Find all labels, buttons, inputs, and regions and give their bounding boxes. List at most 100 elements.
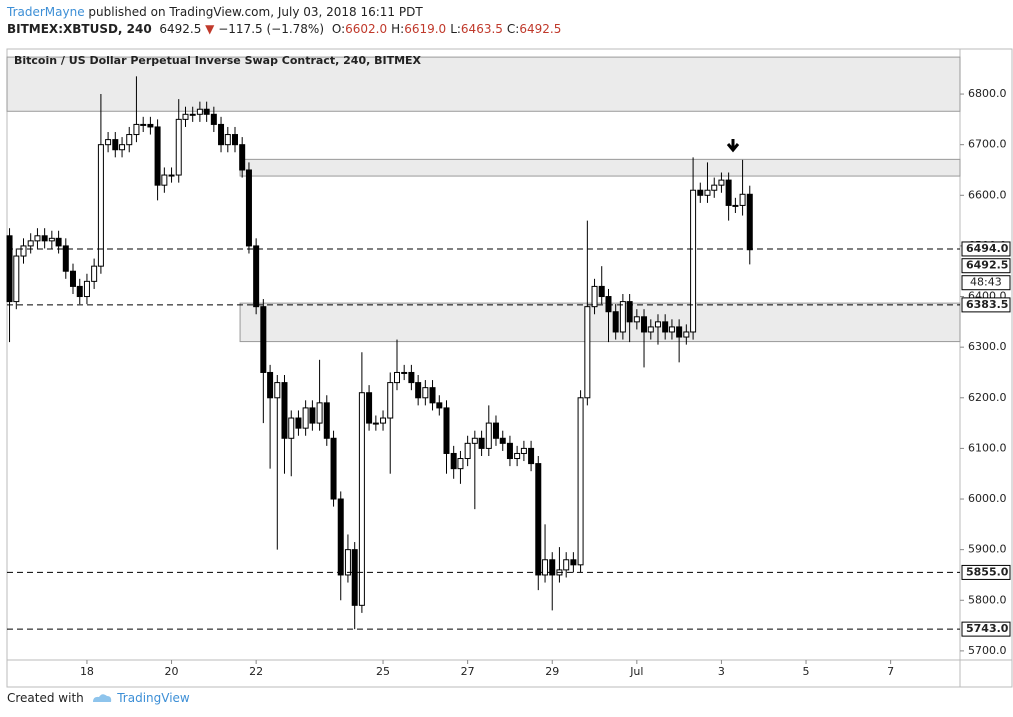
- candle-body: [175, 118, 182, 176]
- candle-body: [231, 134, 238, 146]
- candle-body: [337, 498, 344, 576]
- author[interactable]: TraderMayne: [7, 5, 85, 19]
- candle-body: [91, 265, 98, 282]
- candle-body: [20, 245, 27, 257]
- candle-body: [69, 270, 76, 287]
- candle-body: [612, 311, 619, 333]
- chart: 5700.0 5800.0 5900.0 6000.0 6100.0 6200.0 6300…: [6, 48, 1013, 688]
- change: −117.5 (−1.78%): [218, 22, 324, 36]
- candle-body: [697, 189, 704, 196]
- candle-body: [633, 316, 640, 323]
- candle-body: [429, 387, 436, 404]
- candle-body: [330, 437, 337, 500]
- brand[interactable]: TradingView: [117, 691, 190, 705]
- ohlc: O:6602.0 H:6619.0 L:6463.5 C:6492.5: [328, 22, 562, 36]
- level-label-box: [961, 297, 1011, 313]
- y-tick-label: 6600.0: [968, 188, 1007, 201]
- candle-body: [218, 123, 225, 146]
- x-tick-label: 7: [887, 665, 894, 678]
- candle-body: [499, 437, 506, 444]
- candle-body: [711, 184, 718, 191]
- candle-body: [485, 422, 492, 449]
- x-tick-label: 29: [545, 665, 559, 678]
- candle-body: [457, 458, 464, 470]
- x-tick-label: Jul: [629, 665, 643, 678]
- x-tick-label: 3: [718, 665, 725, 678]
- published: published on TradingView.com, July 03, 2…: [88, 5, 423, 19]
- change-arrow: ▼: [205, 22, 215, 36]
- candle-body: [422, 387, 429, 399]
- level-label-box: [961, 621, 1011, 637]
- ohlc-label: C:: [506, 22, 520, 36]
- candle-body: [281, 382, 288, 439]
- candle-body: [577, 397, 584, 566]
- candle-body: [626, 301, 633, 323]
- candle-body: [605, 296, 612, 313]
- ohlc-label: H:: [391, 22, 405, 36]
- candle-body: [316, 402, 323, 424]
- candle-body: [126, 134, 133, 146]
- candle-body: [690, 189, 697, 333]
- candle-body: [366, 392, 373, 424]
- candle-body: [619, 301, 626, 333]
- candle-body: [387, 382, 394, 419]
- candle-body: [253, 245, 260, 308]
- candle-body: [295, 417, 302, 429]
- logo: [93, 694, 112, 702]
- candle-body: [647, 326, 654, 333]
- candle-body: [112, 139, 119, 151]
- level-label: 5743.0: [966, 622, 1009, 635]
- candle-body: [408, 371, 415, 384]
- candle-body: [76, 285, 83, 298]
- y-tick-label: 5800.0: [968, 593, 1007, 606]
- candle-body: [464, 442, 471, 460]
- candle-body: [739, 193, 746, 206]
- candle-body: [641, 316, 648, 333]
- candle-body: [27, 240, 34, 247]
- candle-body: [443, 407, 450, 454]
- y-tick-label: 6800.0: [968, 87, 1007, 100]
- candle-body: [358, 392, 365, 606]
- chart-title: Bitcoin / US Dollar Perpetual Inverse Sw…: [14, 54, 422, 67]
- candle-body: [182, 113, 189, 120]
- candle-body: [654, 321, 661, 328]
- candle-body: [6, 235, 13, 303]
- chart-frame: [6, 48, 1013, 688]
- last: 6492.5: [159, 22, 202, 36]
- level-label: 6494.0: [966, 242, 1009, 255]
- candle-body: [492, 422, 499, 439]
- symbol: BITMEX:XBTUSD, 240: [7, 22, 152, 36]
- countdown-box: [961, 275, 1011, 291]
- candle-body: [189, 113, 196, 116]
- candle-body: [436, 402, 443, 409]
- candle-body: [598, 285, 605, 298]
- level-label-box: [961, 564, 1011, 580]
- y-tick-label: 6300.0: [968, 340, 1007, 353]
- candle-body: [245, 169, 252, 247]
- y-tick-label: 5700.0: [968, 644, 1007, 657]
- candle-body: [119, 144, 126, 151]
- candle-body: [13, 255, 20, 303]
- last-price-label: 6492.5: [966, 259, 1008, 272]
- y-tick-label: 5900.0: [968, 543, 1007, 556]
- candle-body: [140, 123, 147, 126]
- candle-body: [48, 237, 55, 242]
- candle-body: [203, 108, 210, 115]
- level-label-box: [961, 241, 1011, 257]
- candle-body: [718, 179, 725, 186]
- candle-body: [323, 402, 330, 439]
- candle-body: [542, 559, 549, 576]
- zone: [239, 302, 961, 343]
- candle-body: [260, 306, 267, 373]
- ohlc-label: O:: [331, 22, 346, 36]
- candle-body: [520, 447, 527, 454]
- candle-body: [267, 371, 274, 399]
- y-tick-label: 6000.0: [968, 492, 1007, 505]
- candle-body: [210, 113, 217, 125]
- candle-body: [535, 463, 542, 576]
- x-tick-label: 25: [376, 665, 390, 678]
- annotation-arrow: [726, 139, 740, 153]
- candle-body: [563, 559, 570, 571]
- ohlc-value: 6463.5: [460, 22, 503, 36]
- countdown: 48:43: [970, 276, 1002, 289]
